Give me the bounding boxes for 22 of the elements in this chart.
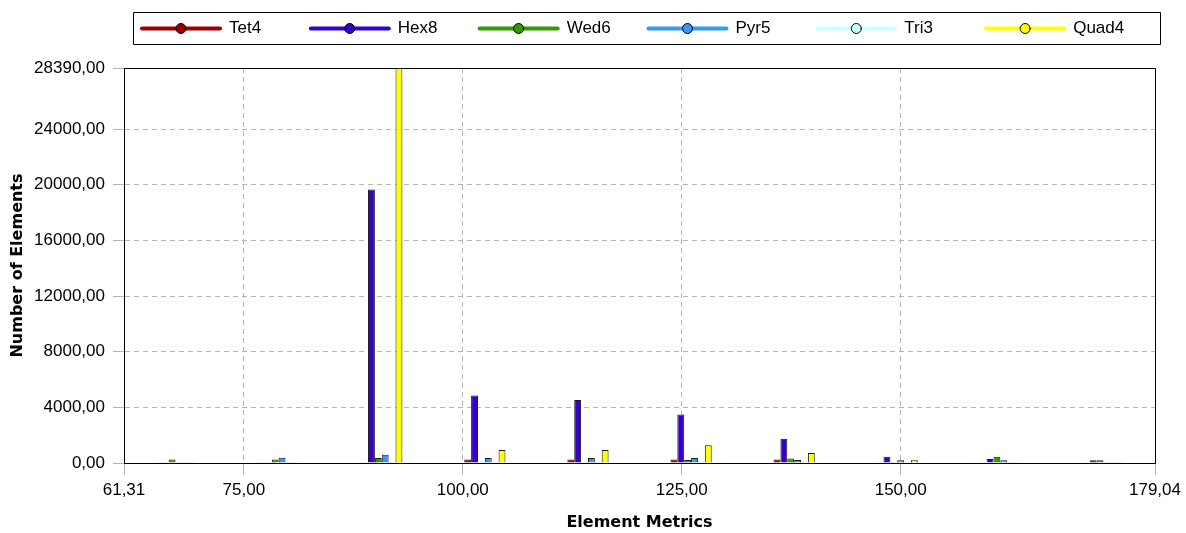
- y-tick-label: 16000,00: [34, 230, 105, 250]
- y-tick-label: 28390,00: [34, 57, 105, 77]
- legend-label: Pyr5: [735, 18, 771, 38]
- y-tick-label: 4000,00: [43, 397, 105, 417]
- x-tick-label: 150,00: [874, 479, 927, 499]
- x-tick-label: 75,00: [222, 479, 266, 499]
- x-axis-title: Element Metrics: [566, 511, 713, 531]
- x-tick-label: 125,00: [655, 479, 708, 499]
- x-tick-label: 179,04: [1129, 479, 1181, 499]
- legend-label: Wed6: [566, 18, 611, 38]
- legend-label: Tet4: [229, 18, 262, 38]
- y-tick-label: 24000,00: [34, 118, 105, 138]
- legend-label: Tri3: [904, 18, 933, 38]
- y-tick-label: 20000,00: [34, 174, 105, 194]
- x-tick-label: 100,00: [436, 479, 489, 499]
- x-tick-label: 61,31: [102, 479, 146, 499]
- y-tick-label: 12000,00: [34, 285, 105, 305]
- legend-label: Hex8: [397, 18, 438, 38]
- y-tick-label: 8000,00: [43, 341, 105, 361]
- y-axis-title: Number of Elements: [6, 173, 26, 358]
- legend-label: Quad4: [1073, 18, 1125, 38]
- y-tick-label: 0,00: [71, 452, 105, 472]
